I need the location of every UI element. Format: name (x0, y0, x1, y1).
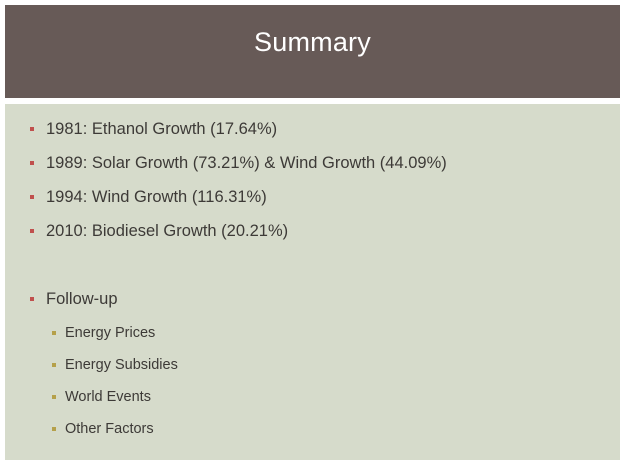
bullet-marker-icon (30, 161, 34, 165)
bullet-text: 1989: Solar Growth (73.21%) & Wind Growt… (46, 154, 447, 172)
bullet-text: 2010: Biodiesel Growth (20.21%) (46, 222, 289, 240)
sub-bullet-item: World Events (5, 384, 447, 416)
sub-bullet-marker-icon (52, 427, 56, 431)
bullet-item: 2010: Biodiesel Growth (20.21%) (5, 218, 447, 252)
bullet-text: Follow-up (46, 290, 118, 308)
sub-bullet-item: Energy Prices (5, 320, 447, 352)
list-spacer (5, 252, 447, 286)
bullet-marker-icon (30, 195, 34, 199)
bullet-marker-icon (30, 127, 34, 131)
bullet-marker-icon (30, 297, 34, 301)
sub-bullet-marker-icon (52, 331, 56, 335)
sub-bullet-marker-icon (52, 363, 56, 367)
slide-title: Summary (254, 27, 371, 57)
bullet-list: 1981: Ethanol Growth (17.64%) 1989: Sola… (5, 116, 447, 448)
bullet-item: 1989: Solar Growth (73.21%) & Wind Growt… (5, 150, 447, 184)
bullet-item: 1994: Wind Growth (116.31%) (5, 184, 447, 218)
sub-bullet-item: Other Factors (5, 416, 447, 448)
sub-bullet-marker-icon (52, 395, 56, 399)
sub-bullet-text: Energy Subsidies (65, 357, 178, 373)
title-bar: Summary (5, 5, 620, 98)
sub-bullet-item: Energy Subsidies (5, 352, 447, 384)
bullet-item-followup: Follow-up (5, 286, 447, 320)
sub-bullet-text: World Events (65, 389, 151, 405)
bullet-text: 1994: Wind Growth (116.31%) (46, 188, 267, 206)
sub-bullet-text: Energy Prices (65, 325, 156, 341)
content-area: 1981: Ethanol Growth (17.64%) 1989: Sola… (5, 104, 620, 460)
bullet-text: 1981: Ethanol Growth (17.64%) (46, 120, 278, 138)
sub-bullet-text: Other Factors (65, 421, 154, 437)
bullet-item: 1981: Ethanol Growth (17.64%) (5, 116, 447, 150)
bullet-marker-icon (30, 229, 34, 233)
